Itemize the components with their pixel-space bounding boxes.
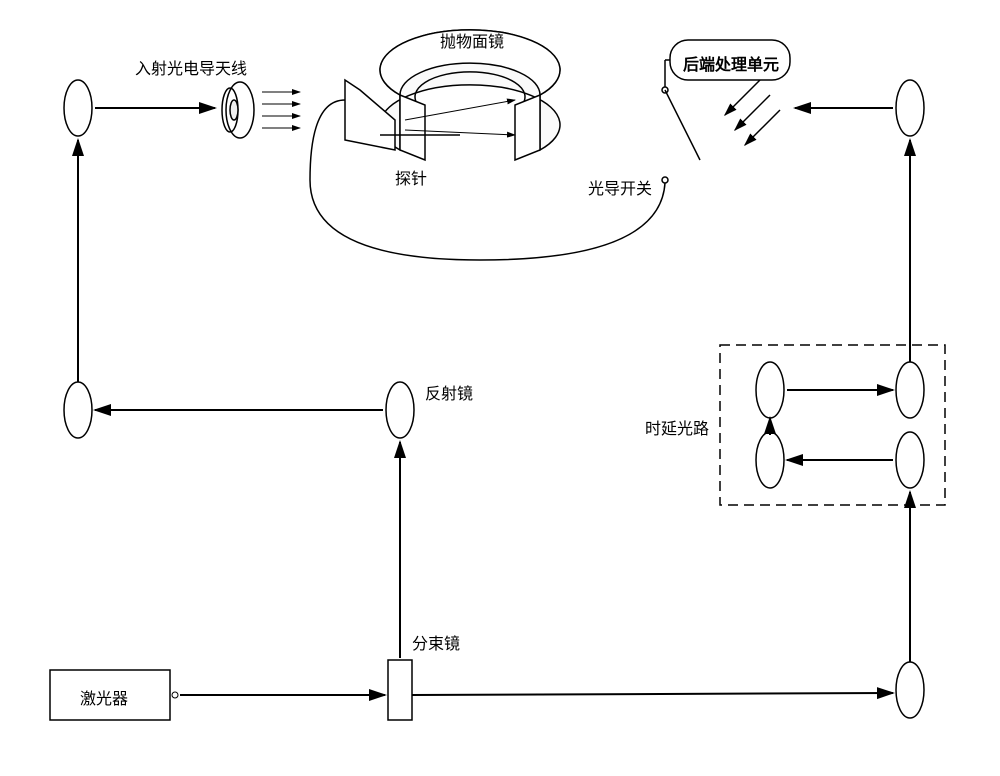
mirror-top-right	[896, 80, 924, 136]
beam-paths	[78, 108, 910, 695]
mirror-mid	[386, 382, 414, 438]
mirror-br-low	[896, 662, 924, 718]
switch-input-arrows	[725, 80, 780, 145]
label-antenna: 入射光电导天线	[135, 55, 247, 79]
label-switch: 光导开关	[588, 175, 652, 199]
label-mirror: 反射镜	[425, 380, 473, 404]
label-splitter: 分束镜	[412, 630, 460, 654]
label-parabolic: 抛物面镜	[440, 28, 504, 52]
mirror-top-left	[64, 80, 92, 136]
label-probe: 探针	[395, 165, 427, 189]
beam-splitter	[388, 660, 412, 720]
mirror-delay-r-top	[896, 362, 924, 418]
mirror-delay-l-bot	[756, 432, 784, 488]
mirror-bottom-left	[64, 382, 92, 438]
mirror-delay-l-top	[756, 362, 784, 418]
mirror-br-upper	[896, 432, 924, 488]
label-delay: 时延光路	[645, 415, 709, 439]
label-laser: 激光器	[80, 685, 128, 709]
label-backend: 后端处理单元	[683, 51, 779, 75]
antenna-emitter	[222, 82, 300, 138]
mirror-group	[64, 80, 924, 718]
